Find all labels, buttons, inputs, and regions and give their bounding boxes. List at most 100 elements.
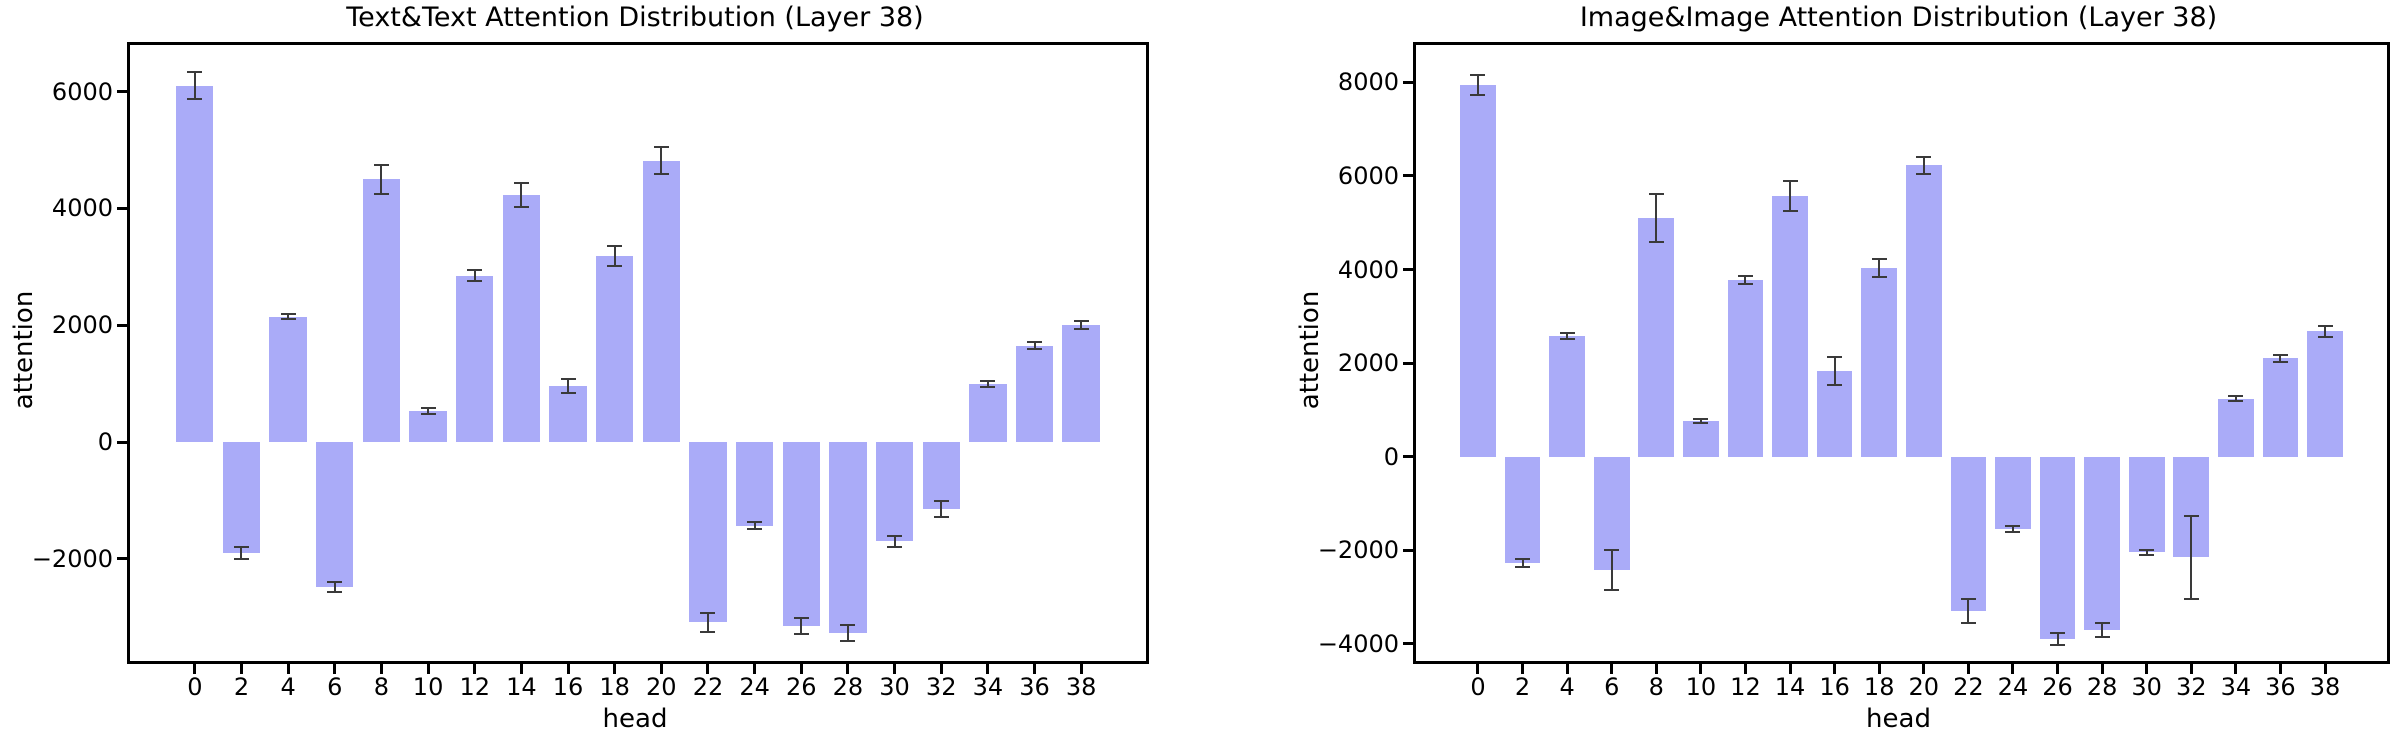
x-tick-label: 12 <box>459 673 490 701</box>
bar-head-8 <box>1638 218 1675 457</box>
x-tick-mark <box>1565 664 1569 674</box>
bar-head-16 <box>549 385 587 443</box>
error-bar-cap <box>1559 331 1575 334</box>
error-bar-stem <box>846 625 849 641</box>
x-tick-label: 34 <box>2220 673 2252 701</box>
y-tick-label: −4000 <box>1317 629 1399 658</box>
x-axis-label: head <box>602 704 668 734</box>
chart-text-text-attention: Text&Text Attention Distribution (Layer … <box>9 2 1149 734</box>
error-bar-cap <box>373 163 389 166</box>
x-tick-mark <box>1033 664 1036 674</box>
x-tick-mark <box>2056 664 2060 674</box>
bar-head-2 <box>1504 456 1541 563</box>
error-bar-cap <box>1960 598 1976 601</box>
error-bar-stem <box>1833 356 1836 386</box>
error-bar-cap <box>887 545 903 548</box>
x-tick-mark <box>893 664 897 674</box>
error-bar-cap <box>1737 275 1753 278</box>
y-tick-label: 2000 <box>1337 349 1399 378</box>
error-bar-cap <box>2183 597 2199 600</box>
x-tick-label: 6 <box>327 673 343 701</box>
error-bar-cap <box>560 391 576 394</box>
x-tick-mark <box>1743 664 1747 674</box>
error-bar-cap <box>327 591 343 594</box>
error-bar-cap <box>420 413 436 416</box>
error-bar-stem <box>986 380 989 387</box>
error-bar-stem <box>800 617 803 635</box>
y-tick-mark <box>1403 548 1413 552</box>
bar-head-0 <box>1460 84 1496 457</box>
error-bar-stem <box>660 147 663 175</box>
bar-head-38 <box>1062 324 1100 443</box>
error-bar-cap <box>2272 360 2288 363</box>
y-tick-mark <box>117 90 127 94</box>
x-tick-mark <box>986 664 990 674</box>
error-bar-cap <box>653 146 669 149</box>
error-bar-cap <box>2139 548 2155 551</box>
error-bar-cap <box>187 98 203 101</box>
error-bar-cap <box>2317 335 2333 338</box>
x-tick-label: 8 <box>373 673 390 701</box>
bar-head-6 <box>316 442 354 587</box>
x-tick-mark <box>2323 664 2327 674</box>
error-bar-cap <box>1827 355 1843 358</box>
x-tick-mark <box>193 664 197 674</box>
y-tick-mark <box>1403 455 1413 459</box>
x-tick-label: 38 <box>2309 673 2341 701</box>
x-tick-mark <box>706 664 710 674</box>
error-bar-cap <box>1559 338 1575 341</box>
y-tick-mark <box>117 323 127 327</box>
bar-head-0 <box>176 85 214 443</box>
bar-head-30 <box>2128 456 2165 553</box>
error-bar-cap <box>793 633 809 636</box>
x-tick-label: 38 <box>1065 673 1097 701</box>
chart-title: Text&Text Attention Distribution (Layer … <box>346 2 924 33</box>
x-tick-mark <box>1966 664 1970 674</box>
y-tick-label: 4000 <box>1337 255 1399 284</box>
x-axis-label: head <box>1866 704 1931 734</box>
y-tick-label: 8000 <box>1337 68 1399 97</box>
bar-head-22 <box>1950 456 1987 611</box>
bar-head-10 <box>1683 421 1719 457</box>
bar-head-10 <box>409 411 447 443</box>
error-bar-stem <box>287 313 290 320</box>
x-tick-label: 4 <box>1559 673 1575 701</box>
error-bar-stem <box>1610 549 1613 590</box>
bar-head-20 <box>642 160 680 443</box>
bar-head-18 <box>1861 268 1898 457</box>
error-bar-cap <box>1916 172 1932 175</box>
x-tick-mark <box>1654 664 1658 674</box>
bar-head-34 <box>2218 398 2254 457</box>
bar-head-36 <box>1015 345 1054 443</box>
bar-head-38 <box>2307 331 2343 457</box>
x-tick-label: 14 <box>506 673 537 701</box>
x-tick-label: 22 <box>692 673 724 701</box>
error-bar-cap <box>2094 621 2110 624</box>
x-tick-label: 16 <box>552 673 584 701</box>
x-tick-mark <box>2278 664 2282 674</box>
y-tick-mark <box>1403 268 1413 271</box>
error-bar-stem <box>1922 156 1925 174</box>
error-bar-cap <box>933 500 949 502</box>
y-tick-mark <box>1403 174 1413 178</box>
bar-head-36 <box>2262 358 2299 457</box>
x-tick-label: 4 <box>280 673 296 701</box>
x-tick-label: 36 <box>2265 673 2296 701</box>
x-tick-label: 10 <box>1685 673 1717 701</box>
error-bar-cap <box>980 385 996 388</box>
bar-head-12 <box>1727 279 1764 457</box>
error-bar-cap <box>747 528 763 531</box>
error-bar-stem <box>706 612 709 633</box>
error-bar-cap <box>980 379 996 382</box>
x-tick-label: 24 <box>1997 673 2029 701</box>
error-bar-stem <box>567 378 570 393</box>
error-bar-cap <box>1827 384 1843 387</box>
x-tick-mark <box>799 664 803 674</box>
bar-head-14 <box>1772 196 1808 457</box>
x-tick-mark <box>379 664 383 674</box>
x-tick-label: 26 <box>785 673 817 701</box>
error-bar-cap <box>1470 93 1486 96</box>
error-bar-cap <box>1604 588 1620 591</box>
x-tick-label: 24 <box>739 673 770 701</box>
x-tick-mark <box>1476 664 1480 674</box>
